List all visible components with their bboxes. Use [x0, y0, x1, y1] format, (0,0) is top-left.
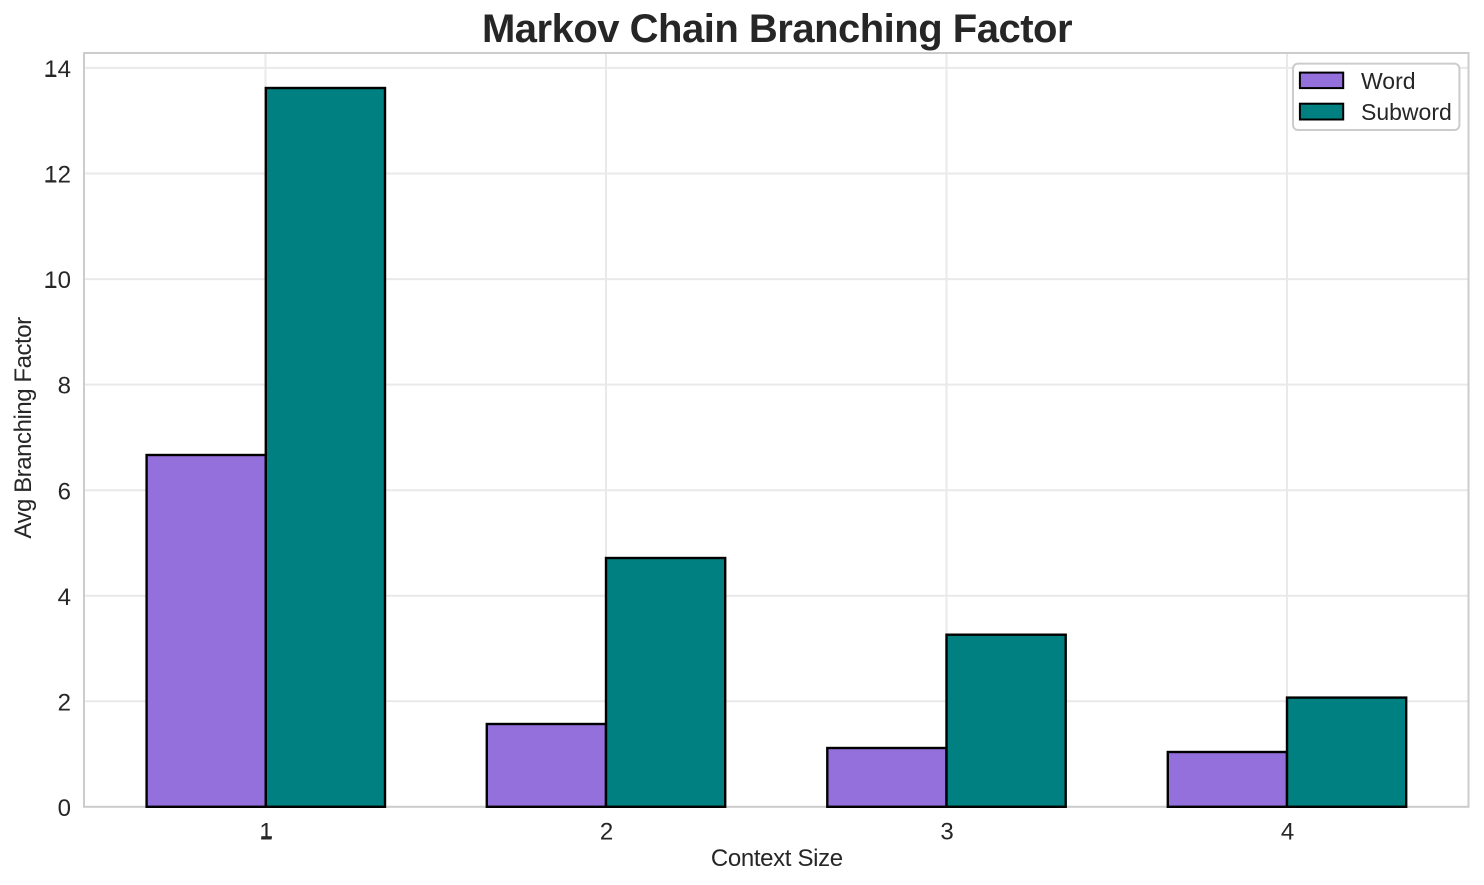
svg-text:1: 1: [259, 818, 272, 845]
svg-text:2: 2: [600, 818, 613, 845]
svg-text:14: 14: [44, 56, 71, 83]
svg-text:3: 3: [940, 818, 953, 845]
svg-text:8: 8: [58, 373, 71, 400]
svg-text:Avg Branching Factor: Avg Branching Factor: [10, 317, 37, 539]
svg-text:10: 10: [44, 267, 71, 294]
svg-text:Subword: Subword: [1361, 99, 1452, 125]
svg-text:4: 4: [1281, 818, 1294, 845]
svg-text:Word: Word: [1361, 68, 1416, 94]
svg-text:12: 12: [44, 162, 71, 189]
svg-text:4: 4: [58, 584, 71, 611]
svg-text:0: 0: [58, 795, 71, 822]
svg-text:6: 6: [58, 478, 71, 505]
svg-text:2: 2: [58, 690, 71, 717]
svg-text:Context Size: Context Size: [711, 845, 843, 872]
svg-text:Markov Chain Branching Factor: Markov Chain Branching Factor: [482, 7, 1072, 51]
